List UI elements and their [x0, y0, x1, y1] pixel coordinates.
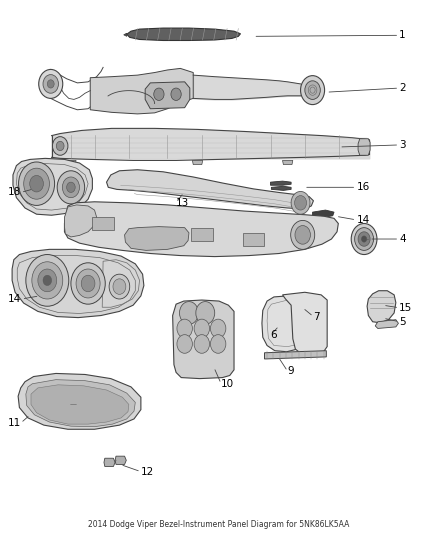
- Polygon shape: [64, 205, 97, 237]
- Polygon shape: [313, 210, 334, 217]
- Text: 10: 10: [221, 379, 234, 389]
- Circle shape: [358, 232, 370, 246]
- Circle shape: [39, 69, 63, 99]
- Circle shape: [177, 319, 192, 338]
- Text: 14: 14: [8, 294, 21, 304]
- Circle shape: [47, 80, 54, 88]
- Polygon shape: [145, 82, 190, 109]
- Polygon shape: [367, 290, 396, 323]
- Text: 3: 3: [399, 140, 406, 150]
- Text: 6: 6: [271, 330, 277, 340]
- Polygon shape: [31, 385, 129, 424]
- Polygon shape: [191, 228, 212, 240]
- Polygon shape: [104, 458, 115, 466]
- Polygon shape: [124, 33, 127, 36]
- Circle shape: [67, 182, 75, 192]
- Circle shape: [295, 225, 311, 244]
- Circle shape: [305, 81, 320, 100]
- Circle shape: [154, 88, 164, 100]
- Circle shape: [210, 335, 226, 353]
- Polygon shape: [92, 217, 114, 230]
- Circle shape: [30, 175, 43, 192]
- Circle shape: [43, 275, 52, 286]
- Text: 18: 18: [7, 188, 21, 198]
- Text: 14: 14: [357, 215, 370, 225]
- Circle shape: [57, 141, 64, 151]
- Polygon shape: [265, 351, 326, 359]
- Polygon shape: [124, 227, 189, 251]
- Circle shape: [196, 302, 215, 324]
- Text: 1: 1: [399, 30, 406, 41]
- Circle shape: [38, 269, 57, 292]
- Polygon shape: [262, 296, 308, 352]
- FancyBboxPatch shape: [177, 353, 230, 372]
- Circle shape: [171, 88, 181, 100]
- Text: 5: 5: [399, 317, 406, 327]
- Polygon shape: [283, 292, 327, 356]
- Text: 12: 12: [141, 467, 154, 477]
- Polygon shape: [283, 160, 293, 165]
- Circle shape: [24, 168, 49, 199]
- Circle shape: [43, 75, 58, 93]
- Polygon shape: [13, 158, 92, 215]
- Text: 11: 11: [7, 418, 21, 428]
- Circle shape: [194, 319, 209, 338]
- Circle shape: [113, 279, 126, 294]
- Circle shape: [180, 302, 198, 324]
- Text: —: —: [70, 401, 77, 407]
- Circle shape: [18, 162, 55, 205]
- Polygon shape: [271, 181, 291, 185]
- Polygon shape: [90, 68, 193, 114]
- Circle shape: [57, 171, 85, 204]
- Circle shape: [109, 274, 130, 299]
- Circle shape: [71, 263, 105, 304]
- Circle shape: [81, 275, 95, 292]
- Polygon shape: [64, 202, 338, 256]
- Polygon shape: [192, 160, 203, 165]
- Circle shape: [32, 262, 63, 299]
- Text: 7: 7: [314, 312, 320, 321]
- Circle shape: [26, 255, 69, 306]
- Text: 2: 2: [399, 83, 406, 93]
- Text: 15: 15: [399, 303, 413, 313]
- Polygon shape: [358, 139, 370, 155]
- Polygon shape: [173, 300, 234, 378]
- Circle shape: [351, 223, 377, 255]
- Circle shape: [355, 228, 374, 251]
- Circle shape: [53, 136, 68, 155]
- Text: 9: 9: [288, 366, 294, 376]
- Polygon shape: [375, 320, 399, 328]
- Polygon shape: [243, 233, 264, 246]
- Text: 4: 4: [399, 234, 406, 244]
- Text: 13: 13: [176, 198, 189, 208]
- Circle shape: [62, 177, 80, 198]
- Polygon shape: [12, 249, 144, 318]
- Polygon shape: [115, 456, 126, 464]
- Circle shape: [177, 335, 192, 353]
- Polygon shape: [106, 169, 314, 209]
- Circle shape: [194, 335, 209, 353]
- Polygon shape: [18, 374, 141, 429]
- Circle shape: [210, 319, 226, 338]
- Text: 16: 16: [357, 182, 370, 192]
- Circle shape: [300, 76, 325, 104]
- Text: 2014 Dodge Viper Bezel-Instrument Panel Diagram for 5NK86LK5AA: 2014 Dodge Viper Bezel-Instrument Panel …: [88, 520, 350, 529]
- Circle shape: [291, 221, 315, 249]
- Polygon shape: [37, 292, 49, 301]
- Circle shape: [361, 236, 367, 242]
- FancyBboxPatch shape: [269, 306, 285, 320]
- Circle shape: [76, 269, 100, 298]
- Circle shape: [294, 196, 307, 210]
- Polygon shape: [26, 379, 135, 427]
- Polygon shape: [272, 186, 291, 190]
- Circle shape: [291, 191, 310, 214]
- Polygon shape: [66, 160, 76, 165]
- Polygon shape: [127, 28, 240, 41]
